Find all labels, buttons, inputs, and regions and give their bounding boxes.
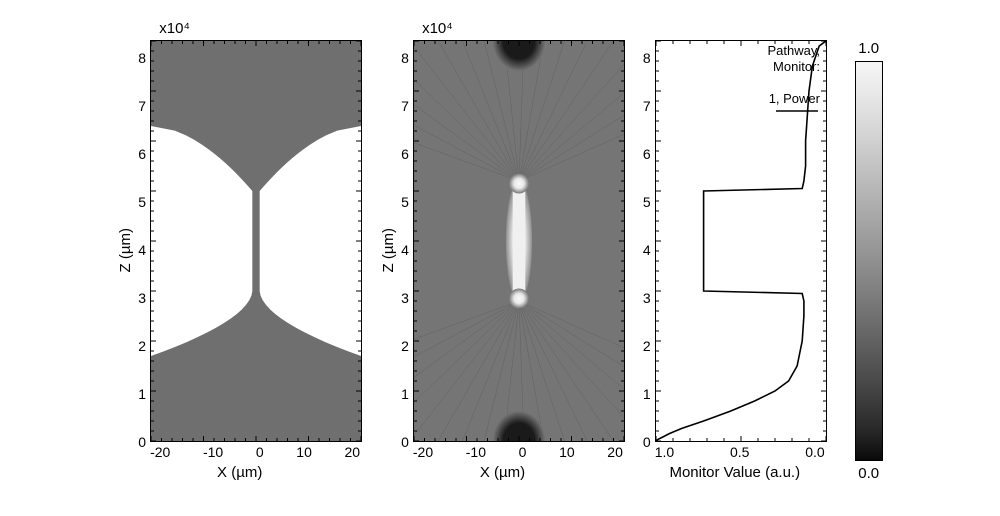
figure-container: x10⁴ Z (µm) 876543210 -20-1001020 X (µm)… [117, 20, 882, 482]
colorbar-container: 1.0 0.0 [855, 20, 883, 482]
panel1-exponent: x10⁴ [159, 20, 190, 38]
panel-3: 876543210 Pathway,Monitor: 1, Power 1.00.… [643, 20, 827, 481]
panel1-ylabel: Z (µm) [117, 228, 134, 272]
panel1-plot-wrap: -20-1001020 [150, 40, 362, 460]
panel2-plotbox [413, 40, 625, 442]
panel-2: x10⁴ Z (µm) 876543210 -20-1001020 X (µm) [380, 20, 625, 481]
panel1-yticks: 876543210 [138, 50, 146, 450]
panel2-exponent: x10⁴ [422, 20, 453, 38]
panel2-xticks: -20-1001020 [413, 444, 623, 460]
panel2-plot-wrap: -20-1001020 [413, 40, 625, 460]
panel3-plotbox: Pathway,Monitor: 1, Power [655, 40, 827, 442]
panel1-chart-area: Z (µm) 876543210 -20-1001020 [117, 40, 362, 460]
svg-text:Pathway,: Pathway, [767, 43, 820, 58]
panel3-chart-area: 876543210 Pathway,Monitor: 1, Power 1.00.… [643, 40, 827, 460]
panel1-xlabel: X (µm) [217, 464, 262, 481]
colorbar-top-label: 1.0 [858, 40, 879, 57]
panel3-yticks: 876543210 [643, 50, 651, 450]
panel-1: x10⁴ Z (µm) 876543210 -20-1001020 X (µm) [117, 20, 362, 481]
panel3-svg: Pathway,Monitor: 1, Power [656, 41, 826, 441]
colorbar [855, 61, 883, 461]
panel2-yticks: 876543210 [401, 50, 409, 450]
svg-text:1, Power: 1, Power [768, 91, 820, 106]
panel3-xlabel: Monitor Value (a.u.) [669, 464, 800, 481]
panel2-svg [414, 41, 624, 441]
panel1-svg [151, 41, 361, 441]
panel1-plotbox [150, 40, 362, 442]
panel2-xlabel: X (µm) [480, 464, 525, 481]
panel1-xticks: -20-1001020 [150, 444, 360, 460]
panel2-ylabel: Z (µm) [380, 228, 397, 272]
colorbar-bot-label: 0.0 [858, 465, 879, 482]
panel2-chart-area: Z (µm) 876543210 -20-1001020 [380, 40, 625, 460]
svg-text:Monitor:: Monitor: [773, 59, 820, 74]
panel3-xticks: 1.00.50.0 [655, 444, 825, 460]
panel3-plot-wrap: Pathway,Monitor: 1, Power 1.00.50.0 [655, 40, 827, 460]
